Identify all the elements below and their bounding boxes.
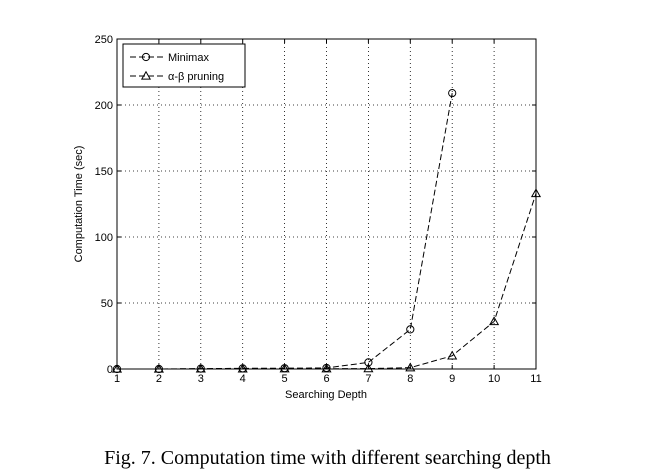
y-axis-label: Computation Time (sec) <box>73 146 85 263</box>
y-tick-label: 100 <box>95 232 113 244</box>
x-axis-label: Searching Depth <box>285 389 367 401</box>
legend: Minimax α-β pruning <box>122 43 246 88</box>
x-tick-label: 7 <box>365 373 371 385</box>
x-tick-label: 4 <box>240 373 246 385</box>
data-point <box>363 363 374 373</box>
x-tick-label: 1 <box>114 373 120 385</box>
circle-marker-icon <box>141 52 151 62</box>
data-point <box>237 363 248 373</box>
legend-box <box>122 43 246 88</box>
triangle-marker-icon <box>140 70 152 80</box>
grid-lines <box>117 39 536 369</box>
x-tick-labels: 1 2 3 4 5 6 7 8 9 10 11 <box>114 373 542 385</box>
data-point <box>448 89 457 98</box>
x-tick-label: 6 <box>323 373 329 385</box>
chart: 1 2 3 4 5 6 7 8 9 10 11 0 50 100 150 200 250 Searching … <box>73 34 542 401</box>
axis-ticks <box>116 38 537 370</box>
y-tick-label: 50 <box>101 298 113 310</box>
data-point <box>364 358 373 367</box>
data-point <box>405 362 416 372</box>
x-tick-label: 3 <box>198 373 204 385</box>
x-tick-label: 11 <box>530 373 541 385</box>
legend-label: Minimax <box>168 52 209 64</box>
series-layer <box>111 89 542 374</box>
legend-label: α-β pruning <box>168 71 224 83</box>
y-tick-label: 250 <box>95 34 113 46</box>
data-point <box>279 363 290 373</box>
data-point <box>111 363 123 373</box>
y-tick-label: 150 <box>95 166 113 178</box>
x-tick-label: 2 <box>156 373 162 385</box>
y-tick-label: 200 <box>95 100 113 112</box>
data-point <box>153 363 164 373</box>
series-alpha-beta-pruning <box>111 188 542 373</box>
data-point <box>447 350 458 360</box>
data-point <box>321 363 332 373</box>
series-line <box>117 193 537 370</box>
data-point <box>489 316 500 326</box>
figure-caption: Fig. 7. Computation time with different … <box>104 447 551 469</box>
data-point <box>530 188 542 198</box>
data-point <box>195 363 206 373</box>
x-tick-label: 5 <box>282 373 288 385</box>
y-tick-label: 0 <box>107 364 113 376</box>
x-tick-label: 8 <box>407 373 413 385</box>
y-tick-labels: 0 50 100 150 200 250 <box>95 34 113 376</box>
x-tick-label: 10 <box>488 373 500 385</box>
data-point <box>406 325 415 334</box>
x-tick-label: 9 <box>449 373 455 385</box>
